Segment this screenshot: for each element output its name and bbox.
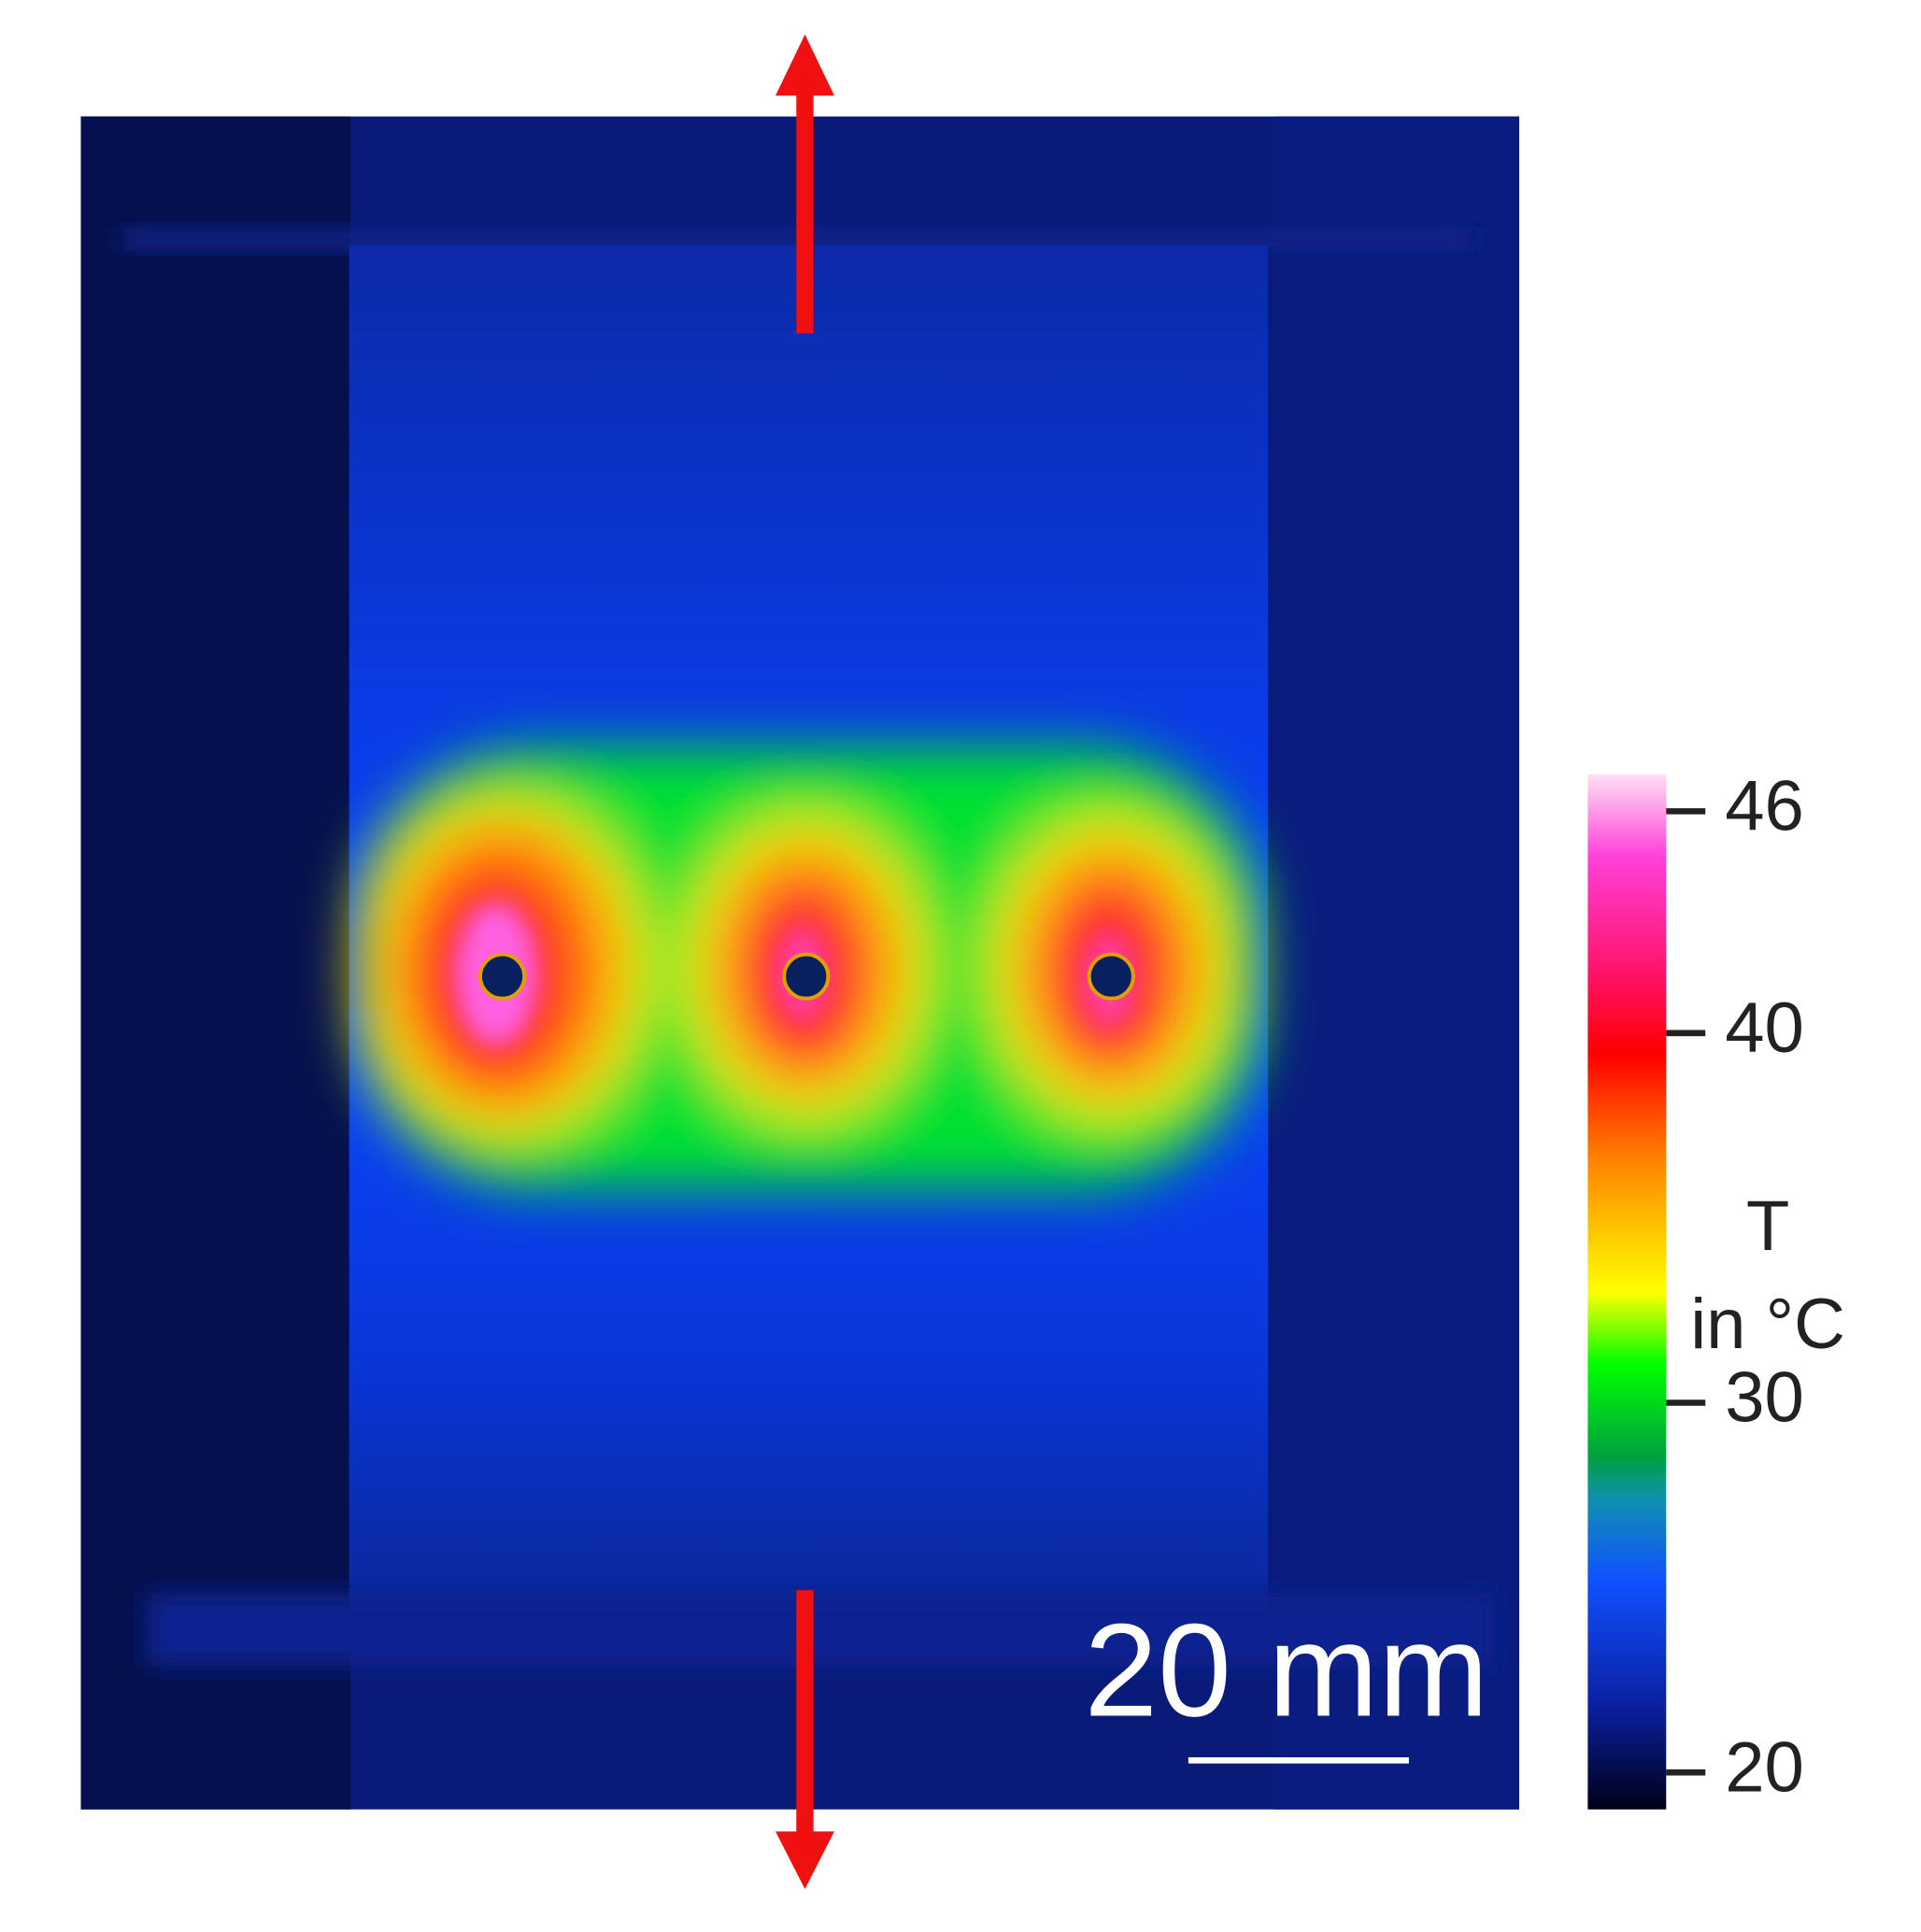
colorbar-unit: in °C	[1690, 1285, 1845, 1364]
colorbar	[1587, 774, 1667, 1810]
load-arrows	[776, 34, 834, 1890]
colorbar-tick-label: 20	[1725, 1727, 1804, 1807]
colorbar-title: T	[1746, 1186, 1789, 1266]
colorbar-tick-label: 40	[1725, 988, 1804, 1068]
thermal-image	[80, 116, 1519, 1810]
colorbar-tick-label: 46	[1725, 766, 1804, 845]
colorbar-tick-label: 30	[1725, 1358, 1804, 1438]
scale-bar-label: 20 mm	[1084, 1598, 1488, 1745]
